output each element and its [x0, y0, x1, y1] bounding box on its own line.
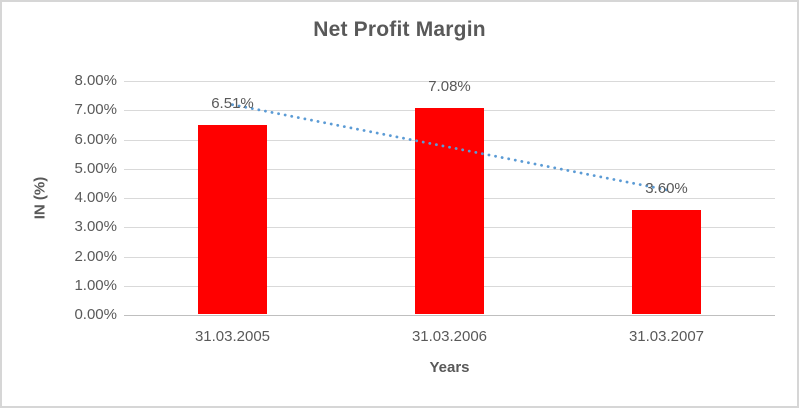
y-tick-label: 8.00% — [74, 72, 117, 89]
chart-title: Net Profit Margin — [313, 18, 486, 41]
y-tick-label: 6.00% — [74, 130, 117, 148]
bar — [632, 209, 701, 314]
bar — [198, 124, 267, 314]
x-tick-label: 31.03.2006 — [411, 328, 488, 345]
y-tick-label: 0.00% — [74, 306, 117, 323]
bar-data-label: 7.08% — [428, 77, 471, 95]
y-tick-label: 5.00% — [74, 159, 117, 177]
bar — [415, 107, 484, 314]
plot-area — [124, 81, 775, 316]
x-axis-title: Years — [429, 359, 470, 376]
y-tick-label: 7.00% — [74, 101, 117, 119]
gridline — [124, 81, 775, 82]
x-axis-line — [124, 315, 775, 316]
y-tick-label: 4.00% — [74, 189, 117, 206]
y-axis-title: IN (%) — [31, 176, 49, 220]
y-tick-label: 3.00% — [74, 218, 117, 236]
y-tick-label: 2.00% — [74, 247, 117, 265]
x-tick-label: 31.03.2007 — [628, 328, 705, 345]
bar-data-label: 3.60% — [645, 179, 688, 197]
y-tick-label: 1.00% — [74, 276, 117, 294]
x-tick-label: 31.03.2005 — [194, 328, 271, 345]
bar-data-label: 6.51% — [211, 94, 254, 112]
